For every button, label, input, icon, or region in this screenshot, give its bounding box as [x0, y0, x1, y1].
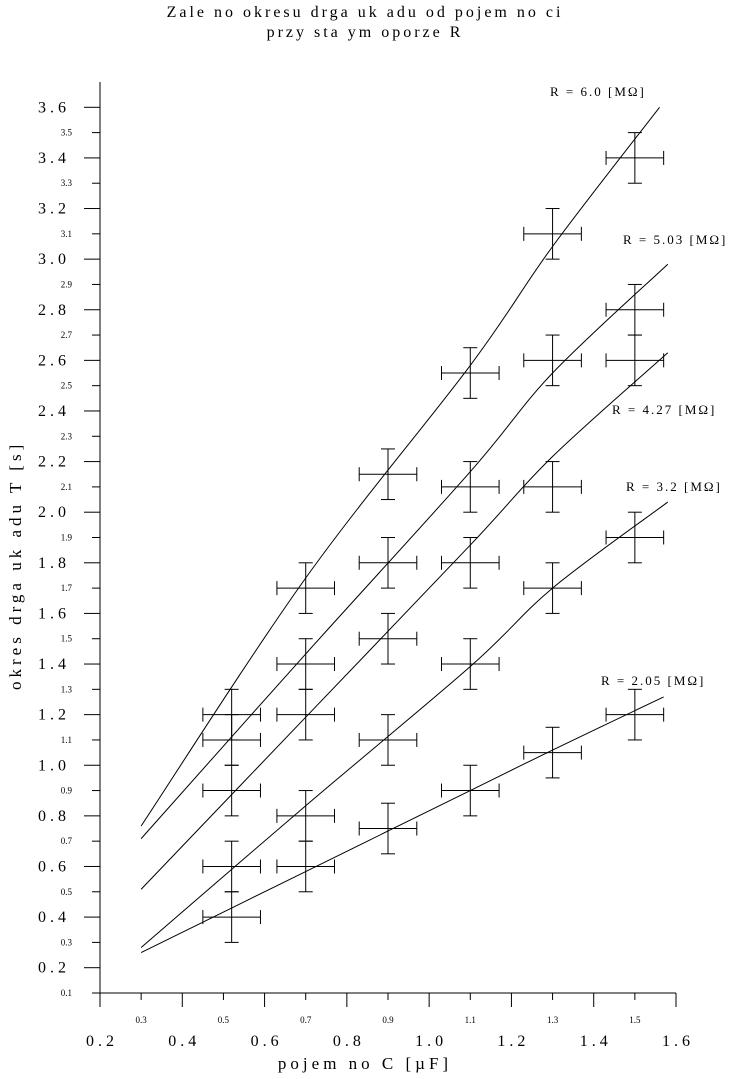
y-tick-label: 0 . 6	[38, 858, 66, 875]
y-tick-label: 3 . 6	[38, 99, 66, 116]
y-minor-tick-label: 3.5	[61, 128, 73, 138]
y-minor-tick-label: 0.7	[61, 836, 73, 846]
series-label: R = 3.2 [MΩ]	[626, 479, 722, 494]
y-minor-tick-label: 1.5	[61, 634, 73, 644]
x-tick-label: 0 . 4	[168, 1033, 196, 1050]
x-minor-tick-label: 0.5	[218, 1015, 230, 1025]
x-tick-label: 0 . 6	[251, 1033, 279, 1050]
y-minor-tick-label: 2.3	[61, 431, 73, 441]
y-tick-label: 2 . 4	[38, 403, 66, 420]
y-tick-label: 0 . 4	[38, 909, 66, 926]
y-minor-tick-label: 3.1	[61, 229, 72, 239]
fit-line	[140, 107, 660, 827]
series-label: R = 5.03 [MΩ]	[623, 232, 727, 247]
x-tick-label: 1 . 4	[580, 1033, 608, 1050]
y-minor-tick-label: 2.1	[61, 482, 72, 492]
chart-title: Zale no okresu drga uk adu od pojem no c…	[166, 4, 564, 21]
y-minor-tick-label: 1.3	[61, 684, 73, 694]
y-minor-tick-label: 0.3	[61, 937, 73, 947]
y-tick-label: 2 . 6	[38, 352, 66, 369]
x-minor-tick-label: 1.1	[465, 1015, 476, 1025]
x-tick-label: 1 . 6	[662, 1033, 690, 1050]
x-tick-label: 1 . 0	[415, 1033, 443, 1050]
y-minor-tick-label: 1.7	[61, 583, 73, 593]
y-minor-tick-label: 1.1	[61, 735, 72, 745]
y-tick-label: 1 . 8	[38, 555, 66, 572]
y-minor-tick-label: 0.1	[61, 988, 72, 998]
fit-line	[140, 352, 669, 890]
x-axis-label: pojem no C [µF]	[277, 1054, 453, 1073]
fit-line	[140, 263, 669, 839]
y-minor-tick-label: 3.3	[61, 178, 73, 188]
y-minor-tick-label: 0.9	[61, 786, 73, 796]
x-tick-label: 1 . 2	[497, 1033, 525, 1050]
y-minor-tick-label: 0.5	[61, 887, 73, 897]
x-minor-tick-label: 1.5	[629, 1015, 641, 1025]
fit-line	[140, 501, 669, 948]
x-tick-label: 0 . 2	[86, 1033, 114, 1050]
y-tick-label: 1 . 6	[38, 605, 66, 622]
y-tick-label: 2 . 8	[38, 302, 66, 319]
y-tick-label: 2 . 0	[38, 504, 66, 521]
y-minor-tick-label: 2.9	[61, 279, 73, 289]
x-minor-tick-label: 0.9	[382, 1015, 394, 1025]
y-tick-label: 0 . 2	[38, 960, 66, 977]
y-tick-label: 1 . 2	[38, 707, 66, 724]
x-tick-label: 0 . 8	[333, 1033, 361, 1050]
y-tick-label: 2 . 2	[38, 454, 66, 471]
y-tick-label: 3 . 2	[38, 201, 66, 218]
x-minor-tick-label: 0.7	[300, 1015, 312, 1025]
x-minor-tick-label: 0.3	[136, 1015, 148, 1025]
y-minor-tick-label: 2.5	[61, 381, 73, 391]
series-label: R = 6.0 [MΩ]	[550, 84, 646, 99]
fit-line	[140, 696, 664, 953]
x-minor-tick-label: 1.3	[547, 1015, 559, 1025]
y-tick-label: 1 . 4	[38, 656, 66, 673]
y-tick-label: 3 . 4	[38, 150, 66, 167]
y-tick-label: 3 . 0	[38, 251, 66, 268]
y-minor-tick-label: 1.9	[61, 533, 73, 543]
chart-subtitle: przy sta ym oporze R	[266, 24, 464, 41]
y-minor-tick-label: 2.7	[61, 330, 73, 340]
y-tick-label: 0 . 8	[38, 808, 66, 825]
series-label: R = 2.05 [MΩ]	[601, 673, 705, 688]
y-axis-label: okres drga uk adu T [s]	[6, 440, 25, 690]
y-tick-label: 1 . 0	[38, 757, 66, 774]
series-label: R = 4.27 [MΩ]	[612, 402, 716, 417]
